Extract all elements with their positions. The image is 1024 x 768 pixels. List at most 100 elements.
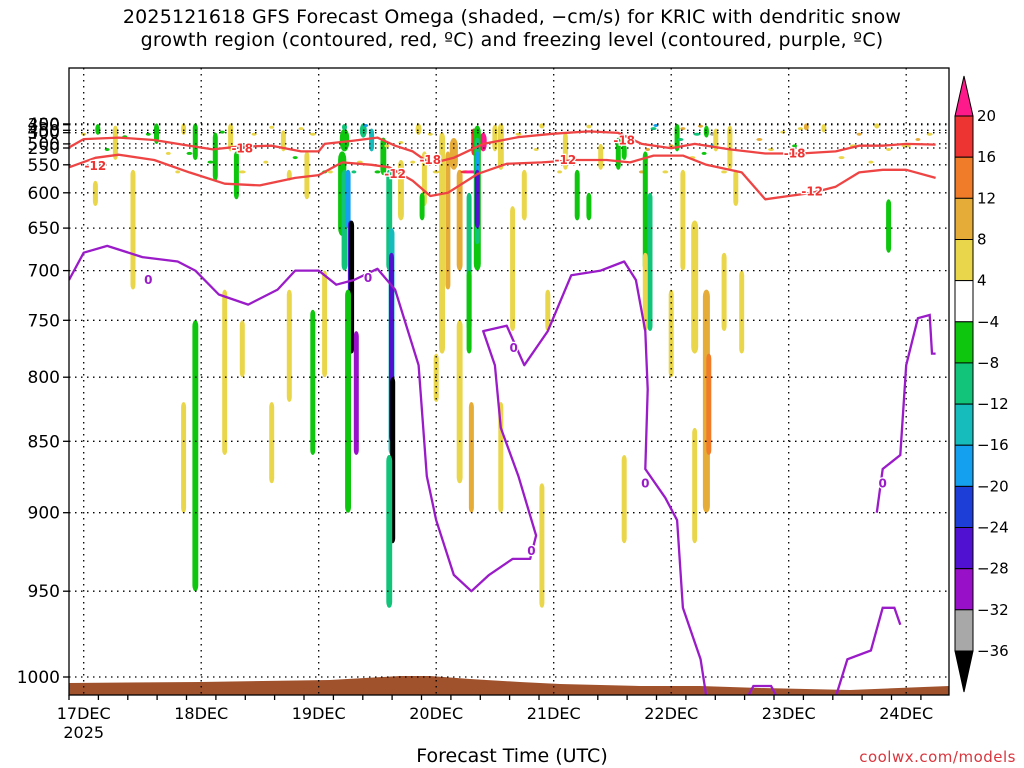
omega-cell-134 [856,132,862,136]
omega-cell-141 [886,199,892,253]
colorbar-label-0: 20 [977,107,996,125]
omega-cell-90 [510,206,516,332]
y-tick-label-300: 300 [28,124,60,144]
y-tick-label-950: 950 [28,582,60,602]
omega-cell-26 [309,132,316,136]
colorbar-swatch-7 [954,403,974,446]
omega-cell-66 [456,169,463,271]
omega-cell-10 [181,123,187,135]
omega-cell-78 [456,320,463,484]
omega-cell-151 [586,192,592,221]
contour-line-0 [69,130,936,165]
colorbar-swatch-6 [954,362,974,405]
y-tick-label-450: 450 [28,121,60,141]
omega-cell-106 [680,127,686,131]
omega-cell-137 [886,148,892,151]
colorbar-label-3: 8 [977,231,987,249]
x-tick-label-22DEC: 22DEC [644,704,698,723]
colorbar-label-2: 12 [977,189,996,207]
colorbar-label-6: −8 [977,354,999,372]
gridlines [69,68,949,695]
omega-cell-126 [768,148,774,151]
contour-label-3: -18 [784,147,806,161]
omega-cell-17 [233,151,239,200]
omega-cell-80 [497,123,504,170]
freezing-fragment-2 [747,684,778,695]
omega-cell-114 [713,128,719,152]
y-tick-label-750: 750 [28,311,60,331]
colorbar-label-7: −12 [977,395,1009,413]
x-axis: 17DEC 18DEC 19DEC 20DEC 21DEC 22DEC 23DEC 24DEC… [57,695,933,742]
omega-cell-22 [280,130,286,152]
credit-link[interactable]: coolwx.com/models [859,748,1016,766]
colorbar-swatch-2 [954,197,974,241]
omega-cell-8 [165,151,171,155]
title-line-2: growth region (contoured, red, ºC) and f… [140,29,884,51]
isotherm-contours [69,130,936,695]
omega-cell-91 [521,169,527,221]
omega-cell-111 [703,125,709,138]
omega-cell-121 [692,427,698,544]
omega-cell-34 [269,402,275,484]
freezing-fragment-1 [835,606,902,695]
contour-label-7: -12 [801,185,823,199]
omega-cell-108 [693,132,701,136]
omega-cell-96 [650,127,657,131]
omega-cell-86 [586,124,592,129]
omega-cell-46 [345,169,351,229]
omega-cell-110 [701,151,707,155]
omega-cell-144 [92,180,98,207]
contour-label-11: 0 [527,544,535,558]
omega-cell-35 [286,289,292,402]
colorbar-swatch-10 [954,527,974,570]
omega-cell-39 [351,170,357,174]
x-tick-label-24DEC: 24DEC [879,704,933,723]
omega-cell-127 [780,130,786,134]
omega-cell-120 [706,353,712,455]
terrain-surface [69,676,949,695]
colorbar-label-13: −36 [977,642,1009,660]
y-tick-label-700: 700 [28,262,60,282]
omega-cell-98 [642,151,648,271]
omega-cell-64 [445,151,451,290]
omega-cell-59 [415,123,422,135]
contour-label-0: -18 [231,141,253,155]
colorbar-label-9: −20 [977,477,1009,495]
omega-cell-122 [721,252,727,332]
omega-cell-76 [466,270,472,354]
colorbar-bottom-arrow [954,650,974,693]
omega-cell-139 [915,138,921,141]
omega-cell-95 [645,148,651,151]
omega-cell-37 [339,128,350,152]
omega-cell-15 [219,130,225,134]
omega-cell-3 [112,125,118,160]
omega-cell-79 [468,402,474,513]
omega-cell-109 [698,124,704,128]
omega-cell-2 [104,148,110,151]
omega-cell-115 [721,170,727,174]
y-tick-label-1000: 1000 [17,668,60,688]
y-tick-label-250: 250 [28,139,60,159]
omega-cell-140 [926,132,933,136]
omega-cell-129 [797,127,803,131]
omega-cell-93 [574,169,580,221]
omega-cell-21 [269,125,275,129]
contour-line-1 [69,153,936,201]
omega-cell-38 [342,124,347,131]
x-tick-label-23DEC: 23DEC [762,704,816,723]
omega-cell-62 [432,170,440,174]
omega-cell-18 [238,170,246,174]
omega-cell-19 [251,132,257,136]
y-tick-label-900: 900 [28,504,60,524]
y-tick-label-850: 850 [28,432,60,452]
omega-cell-31 [181,402,187,513]
omega-cell-43 [369,128,375,152]
omega-cell-58 [410,160,416,164]
omega-cell-105 [677,138,684,141]
omega-cell-69 [479,132,487,152]
x-tick-label-20DEC: 20DEC [409,704,463,723]
colorbar-label-4: 4 [977,272,987,290]
omega-cell-65 [449,138,458,170]
omega-cell-61 [427,132,433,136]
omega-cell-125 [756,138,763,141]
